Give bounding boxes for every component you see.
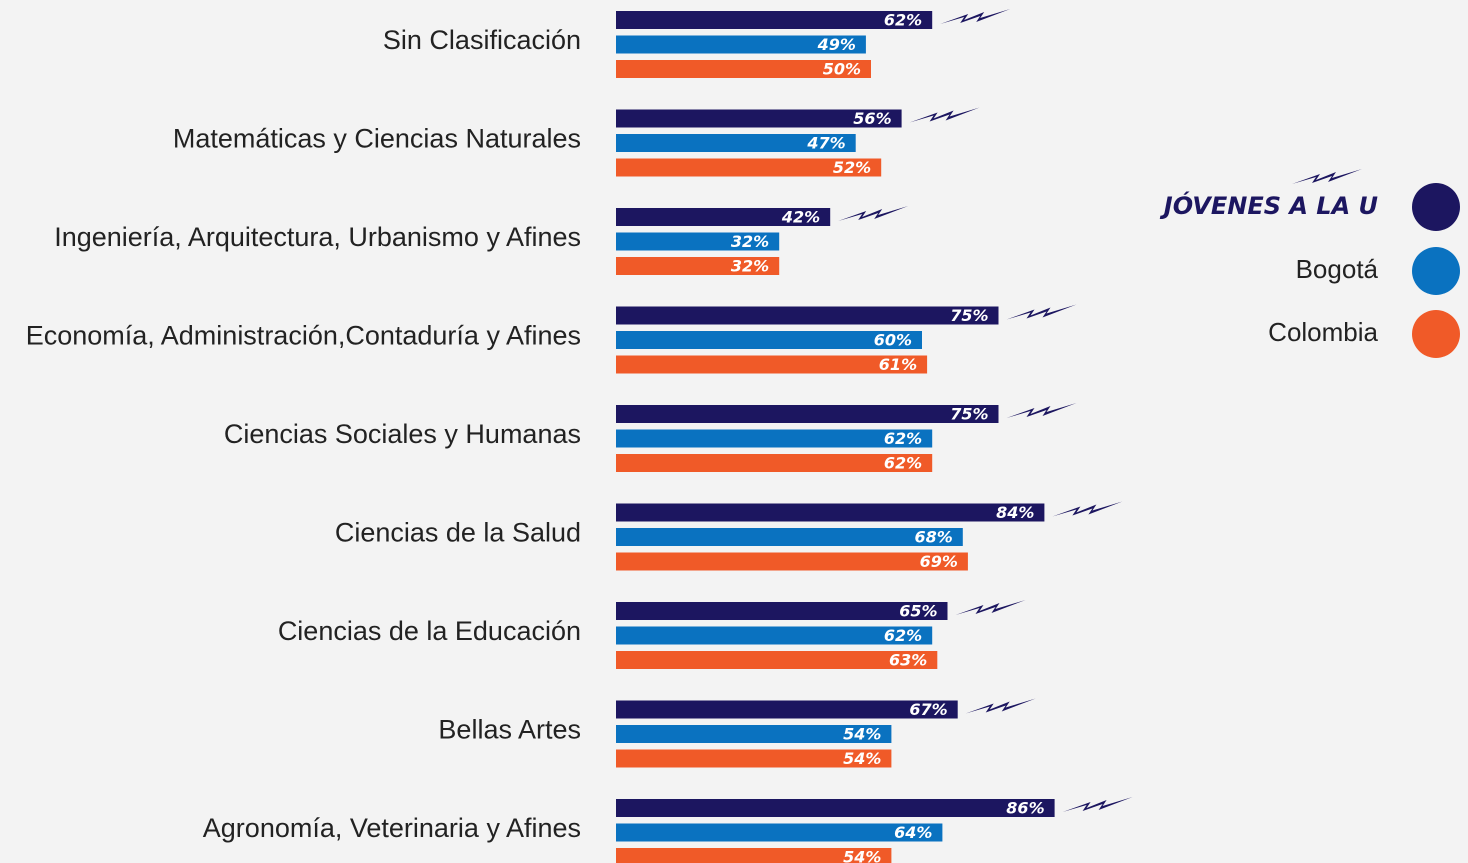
bar <box>616 749 892 768</box>
category-label: Bellas Artes <box>438 715 581 745</box>
bar <box>616 306 999 325</box>
value-label: 42% <box>781 208 820 227</box>
value-label: 54% <box>843 725 881 744</box>
legend-label: Colombia <box>1268 317 1378 347</box>
value-label: 86% <box>1006 799 1044 818</box>
legend-swatch <box>1412 310 1460 358</box>
bolt-icon <box>1292 169 1362 184</box>
bar <box>616 528 963 546</box>
value-label: 67% <box>909 700 947 719</box>
bar <box>616 60 871 78</box>
value-label: 69% <box>920 552 958 571</box>
value-label: 68% <box>915 528 953 547</box>
value-label: 54% <box>843 848 881 863</box>
value-label: 54% <box>843 749 881 768</box>
value-label: 64% <box>894 823 932 842</box>
value-label: 32% <box>731 232 769 251</box>
bar <box>616 208 831 226</box>
bar <box>616 503 1045 522</box>
legend-label: Bogotá <box>1296 254 1379 284</box>
bar <box>616 35 866 54</box>
bar <box>616 799 1055 817</box>
bar <box>616 651 938 669</box>
value-label: 49% <box>817 35 856 54</box>
category-label: Ingeniería, Arquitectura, Urbanismo y Af… <box>54 222 581 252</box>
bolt-icon <box>955 600 1026 615</box>
value-label: 32% <box>731 257 769 276</box>
category-label: Economía, Administración,Contaduría y Af… <box>26 321 581 351</box>
value-label: 75% <box>950 405 988 424</box>
value-label: 56% <box>853 109 891 128</box>
bolt-icon <box>1006 304 1077 320</box>
category-label: Ciencias Sociales y Humanas <box>224 419 581 449</box>
bar <box>616 725 892 743</box>
bolt-icon <box>838 206 909 221</box>
bar <box>616 823 943 842</box>
value-label: 75% <box>950 306 988 325</box>
value-label: 62% <box>884 429 922 448</box>
bar <box>616 355 928 374</box>
bolt-icon <box>965 698 1036 714</box>
category-label: Sin Clasificación <box>383 25 581 55</box>
bar <box>616 848 892 863</box>
bar <box>616 429 933 448</box>
bar <box>616 109 902 128</box>
bar <box>616 626 933 645</box>
bolt-icon <box>909 107 980 123</box>
bar <box>616 405 999 423</box>
bolt-icon <box>1052 501 1123 517</box>
bar <box>616 257 780 275</box>
bolt-icon <box>1062 797 1133 812</box>
category-label: Agronomía, Veterinaria y Afines <box>203 813 581 843</box>
value-label: 47% <box>806 134 845 153</box>
bar <box>616 602 948 620</box>
bar <box>616 232 780 251</box>
value-label: 84% <box>996 503 1034 522</box>
bar <box>616 11 933 29</box>
bolt-icon <box>1006 403 1077 418</box>
category-label: Matemáticas y Ciencias Naturales <box>173 124 581 154</box>
category-label: Ciencias de la Salud <box>335 518 581 548</box>
value-label: 61% <box>879 355 917 374</box>
value-label: 65% <box>899 602 937 621</box>
bolt-icon <box>940 9 1011 24</box>
value-label: 60% <box>874 331 912 350</box>
bar <box>616 331 922 349</box>
bar <box>616 552 968 571</box>
legend-swatch <box>1412 247 1460 295</box>
legend-label: JÓVENES A LA U <box>1160 190 1378 220</box>
value-label: 52% <box>833 158 871 177</box>
value-label: 63% <box>889 651 927 670</box>
value-label: 62% <box>884 626 922 645</box>
category-label: Ciencias de la Educación <box>278 616 581 646</box>
bar <box>616 134 856 152</box>
legend-swatch <box>1412 183 1460 231</box>
value-label: 62% <box>884 11 922 30</box>
bar <box>616 454 933 472</box>
bar <box>616 158 882 177</box>
bar <box>616 700 958 719</box>
value-label: 50% <box>823 60 861 79</box>
value-label: 62% <box>884 454 922 473</box>
